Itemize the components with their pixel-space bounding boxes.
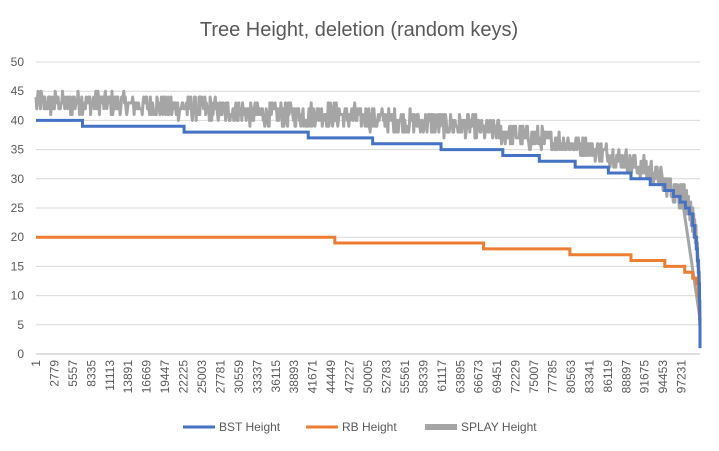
legend-label-splay: SPLAY Height — [461, 420, 537, 434]
series-line-bst-height — [36, 118, 702, 349]
y-tick-label-5: 5 — [17, 318, 24, 332]
x-tick-label-27781: 27781 — [213, 360, 227, 394]
x-tick-label-88897: 88897 — [619, 360, 633, 394]
x-tick-label-5557: 5557 — [66, 360, 80, 387]
x-tick-label-13891: 13891 — [121, 360, 135, 394]
y-axis-ticks: 0 5 10 15 20 25 30 35 40 45 50 — [11, 55, 25, 361]
x-tick-label-41671: 41671 — [306, 360, 320, 394]
x-axis-ticks: 1 2779 5557 8335 11113 13891 16669 19447 22225 25… — [29, 360, 689, 394]
x-tick-label-69451: 69451 — [490, 360, 504, 394]
x-tick-label-66673: 66673 — [472, 360, 486, 394]
x-tick-label-61117: 61117 — [435, 360, 449, 392]
y-tick-label-40: 40 — [11, 113, 25, 127]
x-tick-label-36115: 36115 — [269, 360, 283, 393]
y-tick-label-0: 0 — [17, 347, 24, 361]
x-tick-label-94453: 94453 — [656, 360, 670, 394]
x-tick-label-11113: 11113 — [103, 360, 117, 391]
x-tick-label-58339: 58339 — [416, 360, 430, 394]
y-tick-label-15: 15 — [11, 259, 25, 273]
x-tick-label-1: 1 — [29, 360, 43, 367]
series-line-splay-height — [34, 89, 702, 337]
x-tick-label-2779: 2779 — [47, 360, 61, 387]
x-tick-label-77785: 77785 — [545, 360, 559, 394]
x-tick-label-25003: 25003 — [195, 360, 209, 394]
y-tick-label-50: 50 — [11, 55, 25, 69]
x-tick-label-80563: 80563 — [564, 360, 578, 394]
y-tick-label-35: 35 — [11, 143, 25, 157]
series-lines — [34, 89, 702, 349]
x-tick-label-55561: 55561 — [398, 360, 412, 394]
legend-label-rb: RB Height — [342, 420, 397, 434]
x-tick-label-22225: 22225 — [177, 360, 191, 394]
y-tick-label-10: 10 — [11, 289, 25, 303]
legend: BST Height RB Height SPLAY Height — [183, 420, 537, 434]
x-tick-label-30559: 30559 — [232, 360, 246, 394]
x-tick-label-72229: 72229 — [509, 360, 523, 394]
y-tick-label-30: 30 — [11, 172, 25, 186]
x-tick-label-86119: 86119 — [601, 360, 615, 393]
x-tick-label-63895: 63895 — [453, 360, 467, 394]
y-tick-label-20: 20 — [11, 230, 25, 244]
x-tick-label-33337: 33337 — [250, 360, 264, 394]
x-tick-label-47227: 47227 — [343, 360, 357, 394]
x-tick-label-8335: 8335 — [84, 360, 98, 387]
x-tick-label-44449: 44449 — [324, 360, 338, 394]
y-tick-label-45: 45 — [11, 84, 25, 98]
x-tick-label-91675: 91675 — [638, 360, 652, 394]
y-tick-label-25: 25 — [11, 201, 25, 215]
x-tick-label-16669: 16669 — [140, 360, 154, 394]
legend-label-bst: BST Height — [219, 420, 281, 434]
x-tick-label-50005: 50005 — [361, 360, 375, 394]
x-tick-label-19447: 19447 — [158, 360, 172, 394]
x-tick-label-38893: 38893 — [287, 360, 301, 394]
x-tick-label-75007: 75007 — [527, 360, 541, 394]
x-tick-label-52783: 52783 — [379, 360, 393, 394]
x-tick-label-83341: 83341 — [582, 360, 596, 394]
chart-title: Tree Height, deletion (random keys) — [200, 19, 518, 41]
x-tick-label-97231: 97231 — [675, 360, 689, 394]
